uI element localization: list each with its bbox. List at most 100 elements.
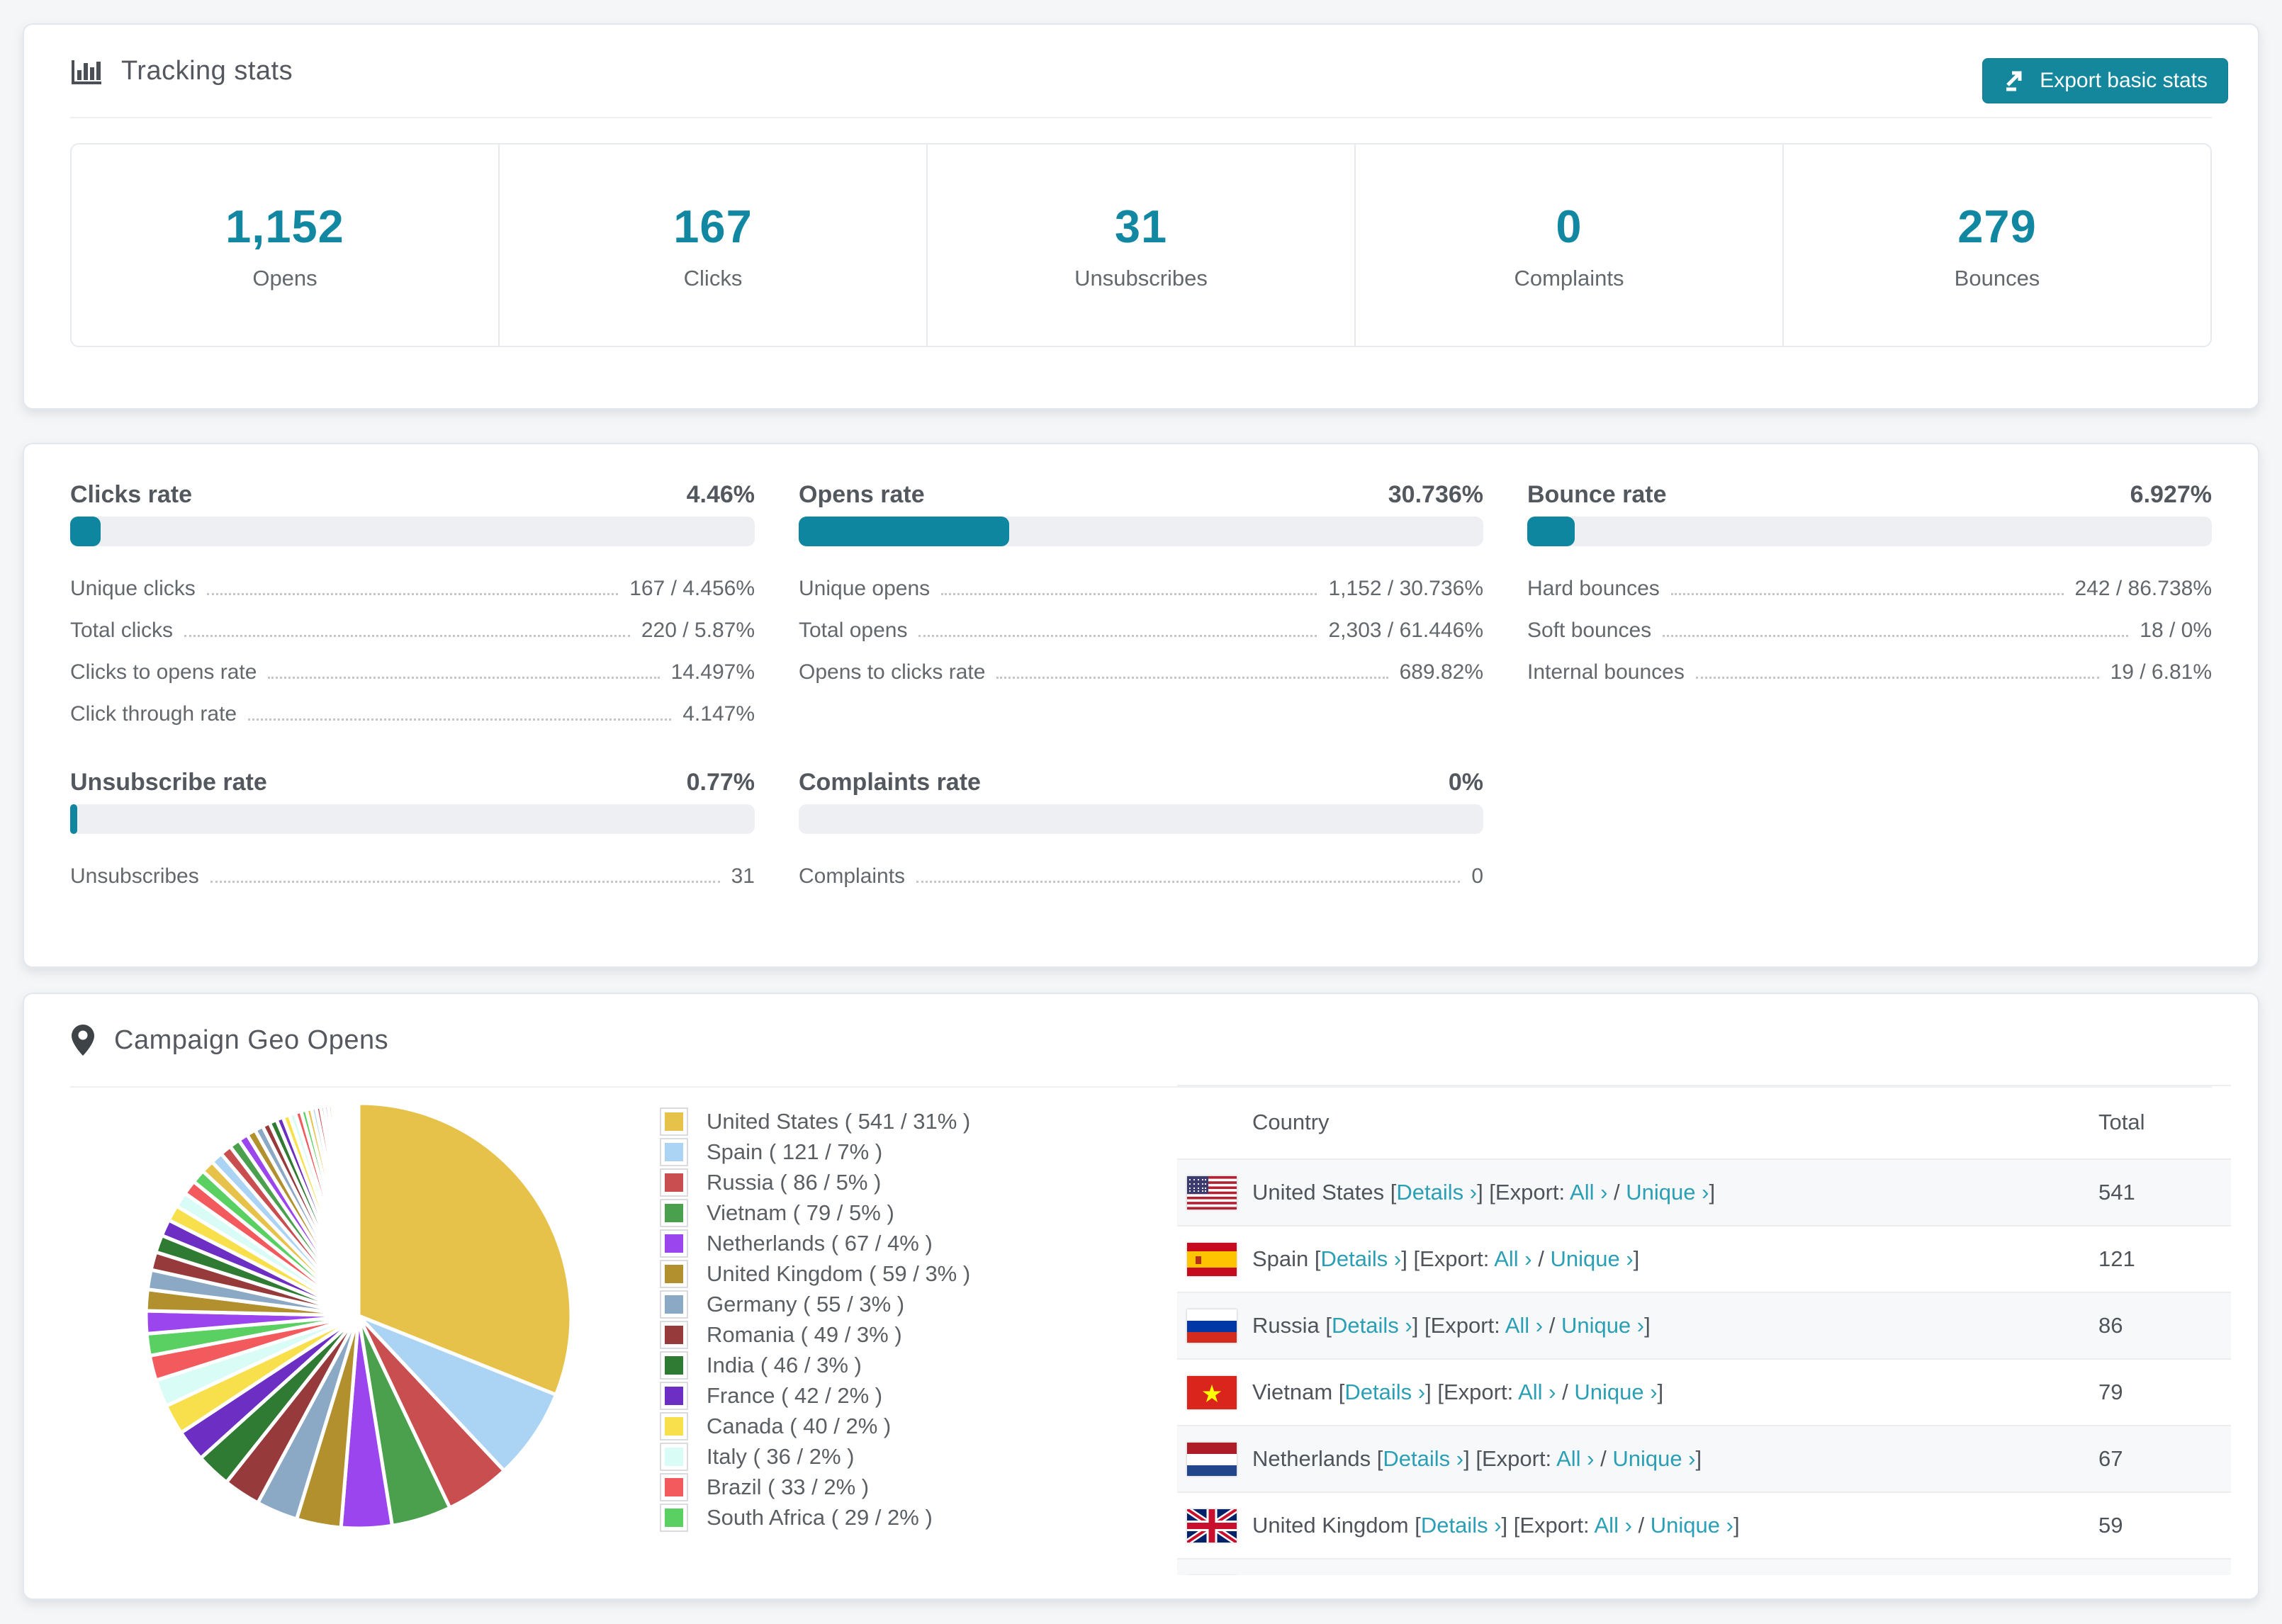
pie-slice[interactable] bbox=[356, 1314, 558, 1473]
panel-title: Campaign Geo Opens bbox=[114, 1025, 389, 1055]
export-all-link[interactable]: All › bbox=[1556, 1446, 1595, 1471]
legend-item: Canada ( 40 / 2% ) bbox=[660, 1411, 970, 1441]
export-unique-link[interactable]: Unique › bbox=[1650, 1513, 1733, 1538]
dotted-leader bbox=[268, 677, 660, 679]
details-link[interactable]: Details › bbox=[1383, 1446, 1464, 1471]
pie-slice[interactable] bbox=[356, 1101, 361, 1318]
rate-detail-rows: Unique opens 1,152 / 30.736% Total opens… bbox=[799, 566, 1483, 692]
table-row: Vietnam [Details ›] [Export: All › / Uni… bbox=[1177, 1358, 2231, 1425]
stat-value: 0 bbox=[1556, 200, 1583, 252]
geo-header: Campaign Geo Opens bbox=[70, 994, 2212, 1088]
rate-detail-row: Total clicks 220 / 5.87% bbox=[70, 608, 755, 650]
export-all-link[interactable]: All › bbox=[1505, 1313, 1544, 1338]
rate-block: Opens rate 30.736% Unique opens 1,152 / … bbox=[799, 481, 1483, 733]
rate-detail-row: Soft bounces 18 / 0% bbox=[1527, 608, 2212, 650]
legend-item: Germany ( 55 / 3% ) bbox=[660, 1289, 970, 1319]
detail-value: 0 bbox=[1471, 864, 1483, 888]
legend-label: Spain ( 121 / 7% ) bbox=[707, 1139, 883, 1164]
country-cell: Spain [Details ›] [Export: All › / Uniqu… bbox=[1252, 1246, 1640, 1271]
progress-bar-track bbox=[799, 517, 1483, 546]
flag-nl-icon bbox=[1187, 1442, 1237, 1476]
campaign-geo-opens-panel: Campaign Geo Opens United States ( 541 /… bbox=[23, 993, 2259, 1600]
stat-card: 279 Bounces bbox=[1782, 145, 2210, 346]
rate-detail-rows: Unique clicks 167 / 4.456% Total clicks … bbox=[70, 566, 755, 733]
legend-swatch bbox=[660, 1107, 688, 1136]
export-basic-stats-button[interactable]: Export basic stats bbox=[1982, 58, 2228, 103]
country-cell: Vietnam [Details ›] [Export: All › / Uni… bbox=[1252, 1380, 1664, 1404]
rate-detail-row: Clicks to opens rate 14.497% bbox=[70, 650, 755, 692]
country-name: Netherlands bbox=[1252, 1446, 1371, 1471]
export-all-link[interactable]: All › bbox=[1518, 1380, 1556, 1404]
rate-header: Unsubscribe rate 0.77% bbox=[70, 769, 755, 800]
country-cell: Russia [Details ›] [Export: All › / Uniq… bbox=[1252, 1313, 1651, 1338]
legend-item: South Africa ( 29 / 2% ) bbox=[660, 1502, 970, 1533]
detail-value: 689.82% bbox=[1399, 660, 1483, 684]
export-all-link[interactable]: All › bbox=[1494, 1246, 1532, 1271]
summary-stats-row: 1,152 Opens 167 Clicks 31 Unsubscribes 0… bbox=[70, 143, 2212, 347]
dotted-leader bbox=[210, 881, 720, 883]
dotted-leader bbox=[918, 635, 1317, 637]
export-all-link[interactable]: All › bbox=[1570, 1180, 1608, 1205]
export-unique-link[interactable]: Unique › bbox=[1574, 1380, 1658, 1404]
geo-country-table: Country Total United States [Details ›] … bbox=[1177, 1085, 2231, 1575]
detail-value: 220 / 5.87% bbox=[641, 618, 755, 642]
progress-bar-track bbox=[70, 804, 755, 834]
rate-value: 30.736% bbox=[1388, 481, 1483, 508]
column-header-country: Country bbox=[1252, 1110, 1330, 1134]
details-link[interactable]: Details › bbox=[1332, 1313, 1412, 1338]
country-name: United States bbox=[1252, 1180, 1385, 1205]
export-button-label: Export basic stats bbox=[2040, 69, 2208, 92]
rate-detail-rows: Hard bounces 242 / 86.738% Soft bounces … bbox=[1527, 566, 2212, 692]
rate-detail-row: Total opens 2,303 / 61.446% bbox=[799, 608, 1483, 650]
legend-item: Romania ( 49 / 3% ) bbox=[660, 1319, 970, 1350]
progress-bar-fill bbox=[1527, 517, 1575, 546]
rate-block: Complaints rate 0% Complaints 0 bbox=[799, 769, 1483, 896]
export-all-link[interactable]: All › bbox=[1594, 1513, 1632, 1538]
legend-swatch bbox=[660, 1290, 688, 1319]
flag-es-icon bbox=[1187, 1242, 1237, 1276]
legend-swatch bbox=[660, 1350, 688, 1380]
rate-title: Opens rate bbox=[799, 481, 925, 508]
legend-swatch bbox=[660, 1168, 688, 1197]
country-name: Russia bbox=[1252, 1313, 1320, 1338]
detail-value: 242 / 86.738% bbox=[2074, 576, 2213, 600]
legend-swatch bbox=[660, 1137, 688, 1166]
rate-block: Bounce rate 6.927% Hard bounces 242 / 86… bbox=[1527, 481, 2212, 733]
column-header-total: Total bbox=[2098, 1110, 2145, 1134]
legend-label: Romania ( 49 / 3% ) bbox=[707, 1321, 902, 1347]
export-unique-link[interactable]: Unique › bbox=[1612, 1446, 1696, 1471]
details-link[interactable]: Details › bbox=[1396, 1180, 1478, 1205]
details-link[interactable]: Details › bbox=[1320, 1246, 1402, 1271]
details-link[interactable]: Details › bbox=[1344, 1380, 1426, 1404]
export-unique-link[interactable]: Unique › bbox=[1626, 1180, 1709, 1205]
detail-label: Unsubscribes bbox=[70, 864, 199, 888]
flag-gb-icon bbox=[1187, 1509, 1237, 1543]
total-cell: 59 bbox=[2098, 1513, 2123, 1538]
legend-label: South Africa ( 29 / 2% ) bbox=[707, 1504, 933, 1530]
export-unique-link[interactable]: Unique › bbox=[1561, 1313, 1645, 1338]
legend-item: Brazil ( 33 / 2% ) bbox=[660, 1472, 970, 1502]
progress-bar-track bbox=[1527, 517, 2212, 546]
legend-swatch bbox=[660, 1472, 688, 1501]
table-row: Germany [Details ›] [Export: All › / Uni… bbox=[1177, 1558, 2231, 1575]
legend-item: India ( 46 / 3% ) bbox=[660, 1350, 970, 1380]
detail-label: Complaints bbox=[799, 864, 906, 888]
table-row: Russia [Details ›] [Export: All › / Uniq… bbox=[1177, 1292, 2231, 1358]
export-unique-link[interactable]: Unique › bbox=[1550, 1246, 1634, 1271]
total-cell: 67 bbox=[2098, 1446, 2123, 1471]
legend-label: India ( 46 / 3% ) bbox=[707, 1352, 862, 1377]
legend-label: Netherlands ( 67 / 4% ) bbox=[707, 1230, 933, 1256]
detail-value: 167 / 4.456% bbox=[629, 576, 755, 600]
rate-title: Bounce rate bbox=[1527, 481, 1667, 508]
details-link[interactable]: Details › bbox=[1420, 1513, 1502, 1538]
rate-detail-row: Unique opens 1,152 / 30.736% bbox=[799, 566, 1483, 608]
country-name: Spain bbox=[1252, 1246, 1309, 1271]
pie-slice[interactable] bbox=[356, 1101, 573, 1397]
detail-value: 19 / 6.81% bbox=[2110, 660, 2212, 684]
country-cell: United Kingdom [Details ›] [Export: All … bbox=[1252, 1513, 1740, 1538]
legend-label: Vietnam ( 79 / 5% ) bbox=[707, 1200, 894, 1225]
total-cell: 121 bbox=[2098, 1246, 2135, 1271]
detail-value: 31 bbox=[731, 864, 755, 888]
legend-label: Italy ( 36 / 2% ) bbox=[707, 1443, 855, 1469]
